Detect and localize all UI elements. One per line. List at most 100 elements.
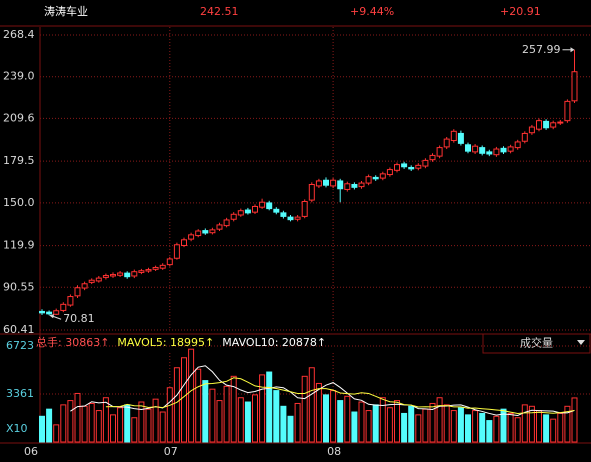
candle-body bbox=[557, 121, 564, 124]
candle-body bbox=[571, 71, 578, 102]
candle-body bbox=[493, 148, 500, 156]
y-tick-label: 150.0 bbox=[3, 196, 35, 209]
candle-body bbox=[429, 154, 436, 161]
volume-bar bbox=[571, 397, 578, 443]
quote-change: +20.91 bbox=[500, 5, 541, 18]
volume-bar bbox=[401, 412, 408, 443]
volume-bar bbox=[415, 414, 422, 443]
candle-body bbox=[166, 258, 173, 266]
volume-bar bbox=[301, 375, 308, 443]
candle-body bbox=[486, 151, 493, 155]
selector-arrow[interactable] bbox=[577, 340, 585, 345]
volume-bar bbox=[287, 415, 294, 443]
min-label: 70.81 bbox=[63, 312, 95, 325]
y-tick-label: 209.6 bbox=[3, 111, 35, 124]
indicator-value: MAVOL5: 18995↑ bbox=[117, 336, 214, 349]
volume-bar bbox=[394, 400, 400, 443]
max-arrow-head bbox=[570, 47, 575, 53]
candle-body bbox=[39, 310, 45, 314]
candle-body bbox=[315, 180, 322, 187]
candle-body bbox=[95, 277, 102, 282]
candle-body bbox=[401, 163, 408, 168]
candle-body bbox=[244, 209, 251, 214]
volume-bar bbox=[372, 404, 379, 443]
volume-bar bbox=[500, 408, 507, 443]
candle-body bbox=[131, 271, 138, 277]
volume-bar bbox=[110, 414, 116, 443]
volume-bar bbox=[188, 348, 195, 443]
candle-body bbox=[528, 126, 535, 134]
volume-bar bbox=[195, 368, 202, 443]
volume-bar bbox=[88, 402, 95, 443]
candle-body bbox=[443, 138, 450, 148]
volume-bar bbox=[550, 418, 557, 443]
volume-bar bbox=[181, 357, 187, 443]
candle-body bbox=[252, 205, 258, 213]
candle-body bbox=[457, 132, 464, 144]
candle-body bbox=[266, 202, 273, 210]
volume-bar bbox=[46, 408, 53, 443]
candle-body bbox=[152, 266, 159, 270]
volume-bar bbox=[564, 405, 571, 443]
candle-body bbox=[521, 132, 528, 142]
volume-bar bbox=[344, 395, 351, 443]
volume-bar bbox=[457, 407, 464, 443]
volume-bar bbox=[67, 400, 74, 443]
candle-body bbox=[436, 147, 443, 157]
selector-label[interactable]: 成交量 bbox=[520, 336, 553, 350]
candle-body bbox=[223, 219, 230, 227]
candle-body bbox=[209, 229, 216, 234]
volume-bar bbox=[514, 417, 521, 443]
candle-body bbox=[415, 164, 422, 169]
volume-bar bbox=[337, 400, 344, 443]
candle-body bbox=[237, 210, 244, 216]
candle-body bbox=[67, 296, 74, 306]
volume-bar bbox=[259, 374, 266, 443]
volume-bar bbox=[237, 397, 244, 443]
candle-body bbox=[372, 176, 379, 180]
candle-body bbox=[81, 283, 88, 289]
volume-bar bbox=[145, 408, 152, 443]
selector-box[interactable] bbox=[482, 333, 591, 354]
volume-bar bbox=[479, 412, 486, 443]
candle-body bbox=[550, 122, 557, 128]
candle-body bbox=[507, 146, 514, 152]
x-tick-label: 07 bbox=[164, 445, 178, 458]
volume-bar bbox=[536, 410, 542, 443]
candle-body bbox=[365, 176, 372, 184]
candle-body bbox=[46, 311, 53, 315]
volume-bar bbox=[358, 401, 365, 443]
quote-price: 242.51 bbox=[200, 5, 239, 18]
volume-bar bbox=[152, 398, 159, 443]
volume-unit: X10 bbox=[6, 422, 28, 435]
volume-bar bbox=[131, 417, 138, 443]
y-tick-label: 60.41 bbox=[3, 323, 35, 336]
candle-body bbox=[536, 120, 542, 130]
x-tick-label: 08 bbox=[327, 445, 341, 458]
volume-bar bbox=[330, 390, 337, 443]
candle-body bbox=[110, 274, 116, 277]
mavol-line bbox=[105, 377, 575, 414]
candle-body bbox=[394, 164, 400, 171]
volume-bar bbox=[266, 371, 273, 443]
volume-bar bbox=[365, 410, 372, 443]
indicator-selector[interactable]: 成交量 bbox=[482, 333, 591, 354]
indicator-value: MAVOL10: 20878↑ bbox=[222, 336, 326, 349]
volume-bar bbox=[173, 367, 180, 443]
candle-body bbox=[74, 287, 81, 297]
volume-bar bbox=[223, 385, 230, 443]
volume-bar bbox=[53, 424, 60, 443]
candle-body bbox=[138, 270, 145, 273]
volume-bar bbox=[386, 407, 393, 443]
candle-body bbox=[117, 272, 124, 276]
volume-bar bbox=[493, 415, 500, 443]
quote-change-pct: +9.44% bbox=[350, 5, 394, 18]
candle-body bbox=[195, 230, 202, 237]
candle-body bbox=[323, 179, 329, 186]
volume-bar bbox=[472, 410, 479, 443]
max-label: 257.99 bbox=[522, 43, 561, 56]
volume-bar bbox=[308, 367, 315, 443]
candle-body bbox=[53, 310, 60, 315]
volume-bar bbox=[280, 405, 287, 443]
